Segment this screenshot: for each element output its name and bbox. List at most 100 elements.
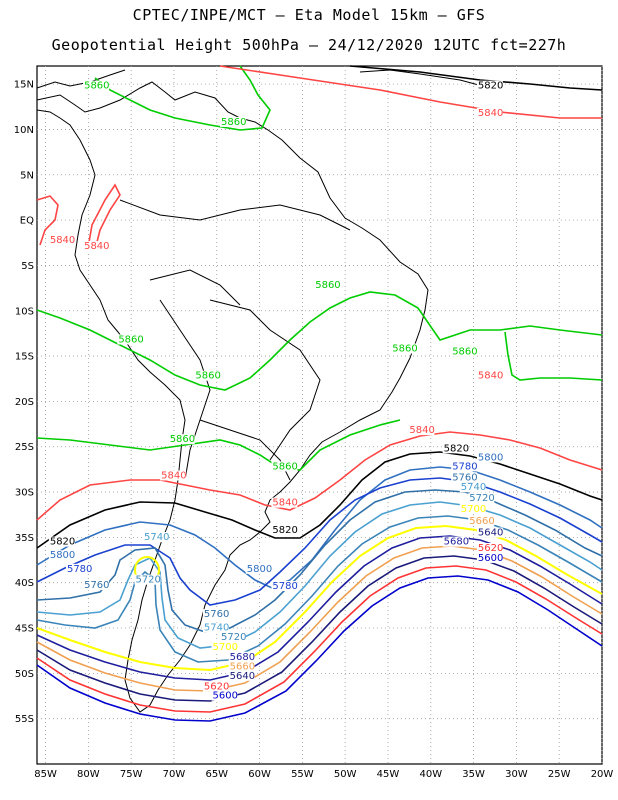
contour-label-bg: [459, 503, 486, 514]
contour-label-bg: [117, 334, 144, 345]
contour-label: 5800: [50, 550, 75, 561]
contour-label-bg: [476, 452, 503, 463]
contour-5860-central: [36, 291, 603, 391]
contour-label-bg: [202, 622, 229, 633]
lat-tick-label: 30S: [15, 488, 34, 499]
lat-tick-label: 10S: [15, 306, 34, 317]
contour-label-bg: [220, 631, 247, 642]
contour-label-bg: [143, 532, 170, 543]
contour-label: 5860: [221, 117, 246, 128]
lon-tick-label: 70W: [163, 769, 186, 780]
axis-ticks: 15N 10N 5N EQ 5S 10S 15S 20S 25S 30S 35S 40S 45S 50S 5…: [14, 80, 614, 780]
contour-5660: [36, 545, 603, 692]
contour-label-bg: [228, 670, 255, 681]
contour-label: 5780: [67, 564, 92, 575]
contour-label: 5760: [84, 580, 109, 591]
contour-label: 5620: [478, 543, 503, 554]
lon-tick-label: 30W: [505, 769, 528, 780]
contour-label-bg: [271, 497, 298, 508]
lon-tick-label: 65W: [205, 769, 228, 780]
contour-label-bg: [48, 234, 75, 245]
contour-label-bg: [468, 515, 495, 526]
contour-label-bg: [468, 493, 495, 504]
contour-5860-south: [36, 419, 401, 471]
contour-label: 5800: [247, 564, 272, 575]
lon-tick-label: 45W: [377, 769, 400, 780]
contour-label: 5680: [444, 537, 469, 548]
contour-5860-east: [504, 331, 603, 381]
contour-label-bg: [459, 482, 486, 493]
contour-label-bg: [391, 343, 418, 354]
border-andes: [159, 299, 211, 481]
lon-tick-label: 80W: [77, 769, 100, 780]
contour-label-bg: [211, 641, 238, 652]
contour-label: 5860: [170, 434, 195, 445]
contour-label-bg: [83, 241, 110, 252]
lat-tick-label: 20S: [15, 397, 34, 408]
contour-label: 5840: [478, 108, 503, 119]
contour-label: 5820: [444, 443, 469, 454]
contour-label-bg: [271, 581, 298, 592]
contour-label-bg: [476, 552, 503, 563]
contour-label-bg: [48, 536, 75, 547]
lat-tick-label: 55S: [15, 714, 34, 725]
contour-label: 5700: [461, 504, 486, 515]
contour-label: 5600: [478, 553, 503, 564]
central-america: [36, 69, 126, 89]
lat-tick-label: 40S: [15, 578, 34, 589]
border-bolivia: [149, 269, 241, 306]
contour-label-bg: [271, 461, 298, 472]
contour-5640: [36, 555, 603, 702]
contour-label-bg: [228, 651, 255, 662]
antilles: [359, 69, 491, 89]
contour-label: 5860: [272, 461, 297, 472]
contour-label: 5860: [195, 371, 220, 382]
contour-label: 5780: [452, 461, 477, 472]
contour-label: 5860: [84, 81, 109, 92]
lon-tick-label: 40W: [419, 769, 442, 780]
contour-label: 5820: [478, 81, 503, 92]
contour-label-bg: [451, 461, 478, 472]
lon-tick-label: 25W: [548, 769, 571, 780]
contour-label-bg: [48, 550, 75, 561]
contour-label: 5640: [230, 671, 255, 682]
contour-label: 5720: [469, 493, 494, 504]
contour-label: 5840: [272, 498, 297, 509]
contour-label: 5860: [452, 346, 477, 357]
contour-label-bg: [314, 280, 341, 291]
contour-label: 5680: [230, 652, 255, 663]
contour-label: 5760: [204, 609, 229, 620]
contour-5840-col: [87, 183, 121, 251]
contour-label-bg: [451, 472, 478, 483]
contour-label: 5840: [161, 470, 186, 481]
contour-label-bg: [476, 542, 503, 553]
contour-label: 5840: [409, 425, 434, 436]
lon-tick-label: 20W: [591, 769, 614, 780]
contour-label-bg: [228, 661, 255, 672]
contour-label: 5620: [204, 682, 229, 693]
lat-lon-grid: [37, 66, 603, 764]
contour-label-bg: [451, 346, 478, 357]
contour-5780: [36, 477, 603, 606]
contour-label-bg: [245, 563, 272, 574]
coastline-continent: [36, 81, 429, 713]
contour-5840-north: [219, 65, 602, 119]
contour-label-bg: [83, 580, 110, 591]
lat-tick-label: 35S: [15, 533, 34, 544]
contour-label-bg: [134, 574, 161, 585]
contour-label: 5660: [469, 516, 494, 527]
lat-tick-label: 25S: [15, 442, 34, 453]
contour-label: 5720: [135, 575, 160, 586]
contour-label: 5720: [221, 632, 246, 643]
contour-label-bg: [476, 107, 503, 118]
contour-5740: [36, 501, 603, 649]
contour-label: 5740: [461, 482, 486, 493]
border-amazon: [119, 199, 351, 231]
contour-label: 5700: [212, 642, 237, 653]
contour-label-bg: [211, 690, 238, 701]
contour-label: 5840: [478, 371, 503, 382]
contour-label-bg: [83, 80, 110, 91]
contour-label-bg: [408, 425, 435, 436]
lon-tick-label: 35W: [462, 769, 485, 780]
